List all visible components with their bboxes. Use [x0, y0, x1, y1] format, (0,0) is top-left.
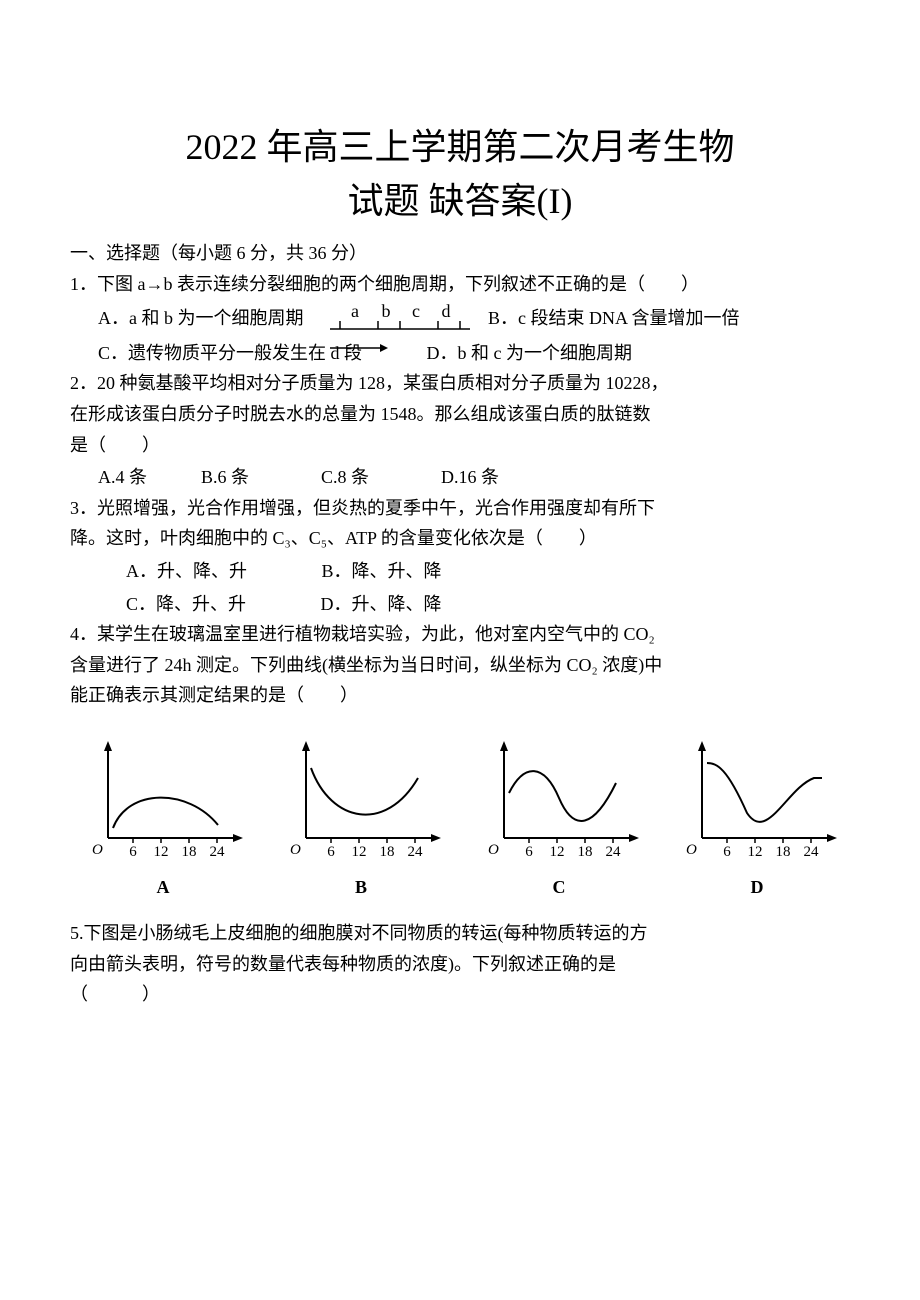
q4-chart-d-block: O 6 12 18 24 D [672, 733, 842, 898]
q4-label-d: D [751, 877, 764, 898]
svg-text:6: 6 [723, 844, 731, 860]
arrow-right-icon [330, 338, 390, 358]
q3-options-row2: C．降、升、升 D．升、降、降 [70, 589, 850, 620]
q4-stem-l1: 4．某学生在玻璃温室里进行植物栽培实验，为此，他对室内空气中的 CO₂ [70, 619, 850, 650]
svg-text:18: 18 [578, 844, 593, 860]
svg-text:24: 24 [606, 844, 622, 860]
q4-stem-l3: 能正确表示其测定结果的是（ ） [70, 680, 850, 711]
q5-stem-l3: （ ） [70, 979, 850, 1010]
q4-chart-d: O 6 12 18 24 [672, 733, 842, 863]
q4-label-c: C [553, 877, 566, 898]
title-line-2: 试题 缺答案(I) [348, 181, 573, 221]
svg-text:12: 12 [550, 844, 565, 860]
svg-text:18: 18 [776, 844, 791, 860]
svg-text:O: O [290, 842, 301, 858]
q3-options-row1: A．升、降、升 B．降、升、降 [70, 556, 850, 587]
q1-stem: 1．下图 a→b 表示连续分裂细胞的两个细胞周期，下列叙述不正确的是（ ） [70, 269, 850, 300]
q1-opt-a: A．a 和 b 为一个细胞周期 [70, 308, 304, 328]
svg-text:O: O [92, 842, 103, 858]
svg-text:a: a [351, 301, 359, 321]
svg-text:18: 18 [380, 844, 395, 860]
svg-text:O: O [686, 842, 697, 858]
title-line-1: 2022 年高三上学期第二次月考生物 [185, 127, 734, 167]
q4-label-b: B [355, 877, 367, 898]
q3-stem-l2: 降。这时，叶肉细胞中的 C₃、C₅、ATP 的含量变化依次是（ ） [70, 523, 850, 554]
svg-text:6: 6 [129, 844, 137, 860]
svg-text:6: 6 [525, 844, 533, 860]
q4-chart-b: O 6 12 18 24 [276, 733, 446, 863]
q2-options: A.4 条 B.6 条 C.8 条 D.16 条 [70, 462, 850, 493]
q4-charts-row: O 6 12 18 24 A O 6 12 18 24 B O 6 12 18 24 C O 6 12 18 2… [70, 733, 850, 898]
q4-chart-a-block: O 6 12 18 24 A [78, 733, 248, 898]
q1-opt-b: B．c 段结束 DNA 含量增加一倍 [488, 308, 740, 328]
q2-stem-l3: 是（ ） [70, 430, 850, 461]
q3-opt-a: A．升、降、升 [126, 561, 247, 581]
svg-text:6: 6 [327, 844, 335, 860]
q1-opt-c: C．遗传物质平分一般发生在 d 段 [70, 343, 362, 363]
q4-chart-c: O 6 12 18 24 [474, 733, 644, 863]
svg-text:18: 18 [182, 844, 197, 860]
svg-text:12: 12 [352, 844, 367, 860]
q3-opt-d: D．升、降、降 [321, 594, 442, 614]
q1-cell-cycle-diagram: a b c d [310, 299, 480, 341]
svg-text:12: 12 [748, 844, 763, 860]
q2-stem-l2: 在形成该蛋白质分子时脱去水的总量为 1548。那么组成该蛋白质的肽链数 [70, 399, 850, 430]
page-title: 2022 年高三上学期第二次月考生物 试题 缺答案(I) [70, 120, 850, 228]
q1-opt-d: D．b 和 c 为一个细胞周期 [427, 343, 633, 363]
q4-label-a: A [157, 877, 170, 898]
svg-text:24: 24 [210, 844, 226, 860]
q4-stem-l2: 含量进行了 24h 测定。下列曲线(横坐标为当日时间，纵坐标为 CO₂ 浓度)中 [70, 650, 850, 681]
q3-stem-l1: 3．光照增强，光合作用增强，但炎热的夏季中午，光合作用强度却有所下 [70, 493, 850, 524]
q3-opt-c: C．降、升、升 [126, 594, 246, 614]
section-1-header: 一、选择题（每小题 6 分，共 36 分） [70, 238, 850, 269]
q4-chart-b-block: O 6 12 18 24 B [276, 733, 446, 898]
svg-text:b: b [382, 301, 391, 321]
svg-text:24: 24 [804, 844, 820, 860]
exam-page: 2022 年高三上学期第二次月考生物 试题 缺答案(I) 一、选择题（每小题 6… [0, 0, 920, 1050]
q1-option-row-2: C．遗传物质平分一般发生在 d 段 D．b 和 c 为一个细胞周期 [70, 338, 850, 369]
svg-text:c: c [412, 301, 420, 321]
q4-chart-c-block: O 6 12 18 24 C [474, 733, 644, 898]
svg-text:12: 12 [154, 844, 169, 860]
q1-option-row-1: A．a 和 b 为一个细胞周期 a b c d B．c 段结束 DNA 含量增加一倍 [70, 303, 850, 334]
q5-stem-l1: 5.下图是小肠绒毛上皮细胞的细胞膜对不同物质的转运(每种物质转运的方 [70, 918, 850, 949]
svg-text:O: O [488, 842, 499, 858]
svg-text:d: d [442, 301, 451, 321]
q3-opt-b: B．降、升、降 [322, 561, 442, 581]
q2-stem-l1: 2．20 种氨基酸平均相对分子质量为 128，某蛋白质相对分子质量为 10228… [70, 368, 850, 399]
q4-chart-a: O 6 12 18 24 [78, 733, 248, 863]
q5-stem-l2: 向由箭头表明，符号的数量代表每种物质的浓度)。下列叙述正确的是 [70, 949, 850, 980]
svg-text:24: 24 [408, 844, 424, 860]
